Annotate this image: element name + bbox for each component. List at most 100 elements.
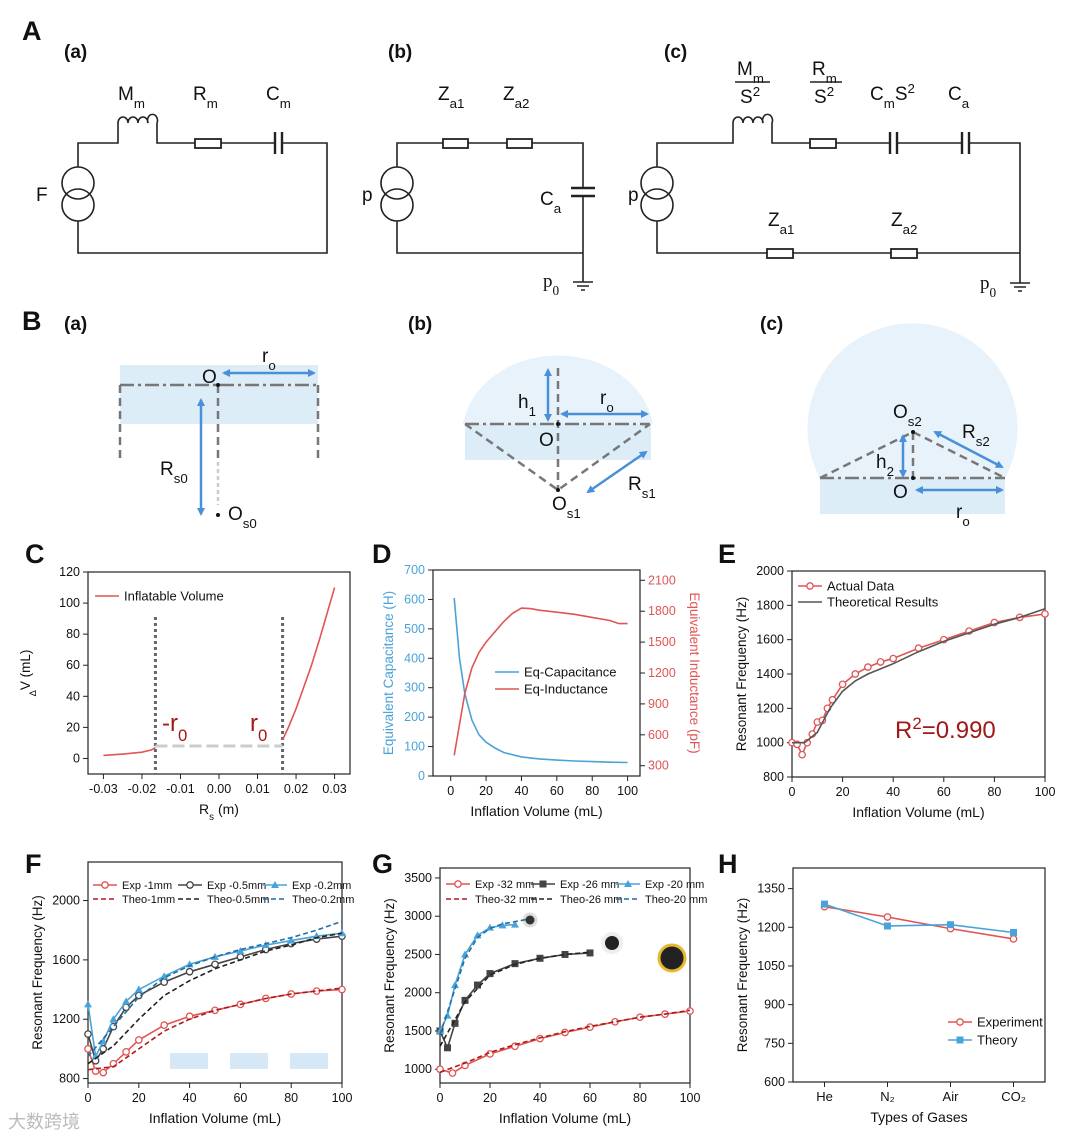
point bbox=[556, 488, 560, 492]
marker bbox=[444, 1044, 451, 1052]
series-line bbox=[87, 932, 343, 1065]
text-part: R bbox=[193, 84, 207, 105]
legend-label: Eq-Inductance bbox=[524, 682, 608, 697]
watermark: 大数跨境 bbox=[8, 1112, 80, 1132]
text-part: C bbox=[870, 84, 884, 105]
marker bbox=[186, 881, 194, 889]
marker bbox=[443, 1011, 452, 1019]
panel-tag: (a) bbox=[64, 42, 87, 63]
marker bbox=[134, 985, 143, 993]
x-tick-label: 60 bbox=[937, 785, 951, 799]
text-part: r bbox=[956, 502, 963, 523]
x-tick-label: 100 bbox=[332, 1091, 353, 1105]
x-tick-label: 40 bbox=[886, 785, 900, 799]
text-part: R bbox=[962, 422, 976, 443]
panel-tag: (b) bbox=[408, 314, 432, 335]
point bbox=[911, 430, 915, 434]
marker bbox=[134, 1036, 143, 1044]
marker bbox=[91, 1067, 100, 1075]
y-axis-label: Equivalent Capacitance (H) bbox=[381, 591, 396, 755]
y-tick-label: 60 bbox=[66, 658, 80, 672]
wire bbox=[656, 113, 1030, 292]
text-part: h bbox=[876, 452, 887, 473]
text-part: Z bbox=[438, 84, 450, 105]
y-tick-label: 2000 bbox=[52, 894, 80, 908]
marker bbox=[436, 1026, 444, 1034]
text-part: o bbox=[268, 358, 275, 373]
text-part: m bbox=[134, 96, 145, 111]
y-tick-label: 2500 bbox=[404, 947, 432, 961]
x-tick-label: 20 bbox=[836, 785, 850, 799]
source bbox=[380, 166, 414, 200]
x-tick-label: 60 bbox=[583, 1091, 597, 1105]
resistor bbox=[890, 248, 918, 259]
circuit-label: p0 bbox=[980, 273, 997, 300]
y-axis-label: Resonant Frequency (Hz) bbox=[30, 895, 45, 1050]
text-part: s1 bbox=[567, 506, 581, 521]
y2-tick-label: 1200 bbox=[648, 666, 676, 680]
x-axis-label: Inflation Volume (mL) bbox=[852, 804, 984, 820]
arrow bbox=[586, 450, 648, 494]
marker bbox=[498, 921, 507, 929]
y-tick-label: 800 bbox=[763, 770, 784, 784]
text-part: Δ bbox=[28, 689, 39, 696]
circuit-label: Za2 bbox=[891, 210, 917, 237]
circuit-label: Za2 bbox=[503, 84, 529, 111]
marker bbox=[338, 985, 346, 994]
text-part: M bbox=[737, 59, 753, 80]
marker bbox=[109, 1015, 118, 1023]
text-part: 2 bbox=[908, 81, 915, 96]
y-tick-label: 1500 bbox=[404, 1024, 432, 1038]
circuit-label: S2 bbox=[740, 84, 760, 109]
x-tick-label: 80 bbox=[585, 784, 599, 798]
text-part: S bbox=[814, 87, 827, 108]
circuit-label: Ca bbox=[948, 84, 970, 111]
x-axis-label: Inflation Volume (mL) bbox=[499, 1110, 631, 1126]
series-line bbox=[439, 1009, 691, 1074]
x-tick-label: 0 bbox=[437, 1091, 444, 1105]
legend-label: Theory bbox=[977, 1033, 1018, 1048]
panel-tag: (c) bbox=[664, 42, 687, 63]
x-tick-label: 0.01 bbox=[245, 782, 269, 796]
panel-label: H bbox=[718, 849, 738, 879]
circuit-label: Za1 bbox=[768, 210, 794, 237]
y-tick-label: 1400 bbox=[756, 667, 784, 681]
marker bbox=[99, 1037, 108, 1045]
marker bbox=[539, 880, 547, 888]
panel-label: F bbox=[25, 849, 42, 879]
text-part: (m) bbox=[214, 801, 239, 817]
point bbox=[556, 422, 560, 426]
y-tick-label: 3500 bbox=[404, 871, 432, 885]
series-line bbox=[824, 903, 1014, 934]
legend-label: Theo-32 mm bbox=[475, 894, 537, 906]
text-part: s0 bbox=[174, 471, 188, 486]
x-tick-label: 80 bbox=[284, 1091, 298, 1105]
x-tick-label: Air bbox=[943, 1089, 960, 1104]
panel-tag: (c) bbox=[760, 314, 783, 335]
legend-label: Theo-26 mm bbox=[560, 894, 622, 906]
marker bbox=[883, 913, 892, 921]
marker bbox=[236, 946, 245, 954]
text-part: p bbox=[980, 273, 990, 294]
x-axis-label: Inflation Volume (mL) bbox=[470, 803, 602, 819]
legend-label: Inflatable Volume bbox=[124, 589, 224, 604]
geometry-label: Os1 bbox=[552, 494, 581, 521]
x-tick-label: 100 bbox=[1035, 785, 1056, 799]
series-line bbox=[439, 923, 516, 1032]
legend-label: Exp -1mm bbox=[122, 880, 172, 892]
x-tick-label: 60 bbox=[550, 784, 564, 798]
marker bbox=[511, 920, 519, 928]
marker bbox=[211, 960, 219, 969]
liquid bbox=[820, 478, 1005, 514]
legend-label: Experiment bbox=[977, 1015, 1043, 1030]
source bbox=[61, 188, 95, 222]
marker bbox=[448, 1069, 457, 1077]
marker bbox=[271, 881, 279, 888]
text-part: a bbox=[554, 201, 562, 216]
text-part: s2 bbox=[908, 414, 922, 429]
resistor bbox=[809, 138, 837, 149]
x-tick-label: 0.03 bbox=[322, 782, 346, 796]
text-part: a1 bbox=[450, 96, 465, 111]
chart: E 800 1000 1200 1400 1600 1800 2000 0 20 40 60 80 100… bbox=[718, 539, 1055, 820]
